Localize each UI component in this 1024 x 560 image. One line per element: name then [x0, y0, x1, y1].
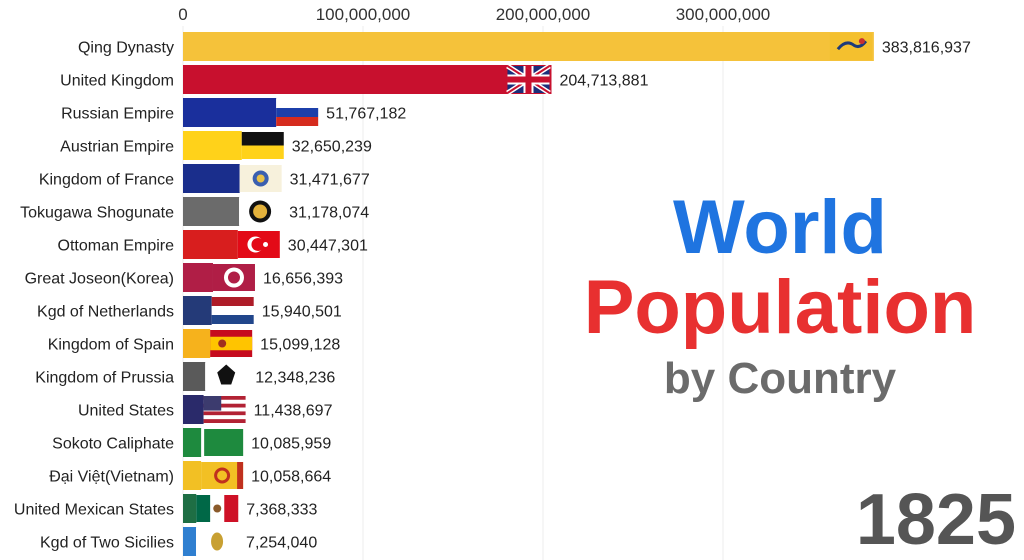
value-label: 383,816,937 — [882, 40, 971, 57]
chart-title: World Population by Country — [560, 188, 1000, 406]
vietnam-flag-icon — [201, 462, 244, 489]
bar — [183, 230, 238, 259]
bar — [183, 362, 206, 391]
value-label: 204,713,881 — [559, 73, 648, 90]
value-label: 15,940,501 — [262, 304, 342, 321]
value-label: 30,447,301 — [288, 238, 368, 255]
ottoman-flag-icon — [237, 231, 280, 258]
bar — [183, 98, 277, 127]
x-tick-label: 300,000,000 — [676, 5, 771, 24]
bar — [183, 428, 202, 457]
x-tick-label: 0 — [178, 5, 187, 24]
category-label: United States — [78, 403, 174, 420]
mexico-flag-icon — [196, 495, 239, 522]
france-bourbon-flag-icon — [239, 165, 282, 192]
value-label: 16,656,393 — [263, 271, 343, 288]
sokoto-flag-icon — [201, 429, 244, 456]
category-label: Kingdom of Spain — [48, 337, 174, 354]
qing-dragon-flag-icon — [829, 33, 872, 60]
austria-flag-icon — [241, 132, 284, 159]
prussia-flag-icon — [205, 363, 248, 390]
category-label: Kgd of Two Sicilies — [40, 535, 174, 552]
bar — [183, 197, 240, 226]
category-label: Kgd of Netherlands — [37, 304, 174, 321]
x-tick-label: 100,000,000 — [316, 5, 411, 24]
value-label: 10,085,959 — [251, 436, 331, 453]
bar — [183, 32, 874, 61]
bar — [183, 131, 242, 160]
value-label: 7,368,333 — [246, 502, 317, 519]
x-tick-label: 200,000,000 — [496, 5, 591, 24]
value-label: 32,650,239 — [292, 139, 372, 156]
bar — [183, 395, 204, 424]
category-label: United Kingdom — [60, 73, 174, 90]
value-label: 31,471,677 — [290, 172, 370, 189]
bar — [183, 494, 197, 523]
russia-flag-icon — [276, 99, 319, 126]
category-label: Kingdom of Prussia — [35, 370, 174, 387]
title-line-population: Population — [583, 265, 977, 350]
category-label: United Mexican States — [14, 502, 174, 519]
category-label: Kingdom of France — [39, 172, 174, 189]
bar — [183, 527, 197, 556]
value-label: 10,058,664 — [251, 469, 331, 486]
value-label: 31,178,074 — [289, 205, 369, 222]
category-label: Qing Dynasty — [78, 40, 174, 57]
category-label: Austrian Empire — [60, 139, 174, 156]
bar — [183, 263, 213, 292]
value-label: 12,348,236 — [255, 370, 335, 387]
joseon-flag-icon — [212, 264, 255, 291]
two-sicilies-flag-icon — [196, 528, 239, 555]
bar — [183, 296, 212, 325]
category-label: Russian Empire — [61, 106, 174, 123]
year-label: 1825 — [855, 480, 1016, 560]
category-label: Tokugawa Shogunate — [20, 205, 174, 222]
tokugawa-mon-flag-icon — [239, 198, 282, 225]
value-label: 11,438,697 — [254, 403, 333, 420]
value-label: 51,767,182 — [326, 106, 406, 123]
title-line-world: World — [673, 185, 887, 270]
netherlands-flag-icon — [211, 297, 254, 324]
spain-flag-icon — [210, 330, 253, 357]
bar — [183, 164, 240, 193]
category-label: Ottoman Empire — [58, 238, 175, 255]
category-label: Sokoto Caliphate — [52, 436, 174, 453]
category-label: Great Joseon(Korea) — [25, 271, 174, 288]
usa-flag-icon — [203, 396, 246, 423]
category-label: Đại Việt(Vietnam) — [49, 469, 174, 486]
value-label: 7,254,040 — [246, 535, 317, 552]
value-label: 15,099,128 — [260, 337, 340, 354]
bar — [183, 329, 211, 358]
bar — [183, 65, 552, 94]
title-line-by-country: by Country — [663, 354, 897, 403]
union-jack-flag-icon — [506, 63, 551, 96]
bar — [183, 461, 202, 490]
